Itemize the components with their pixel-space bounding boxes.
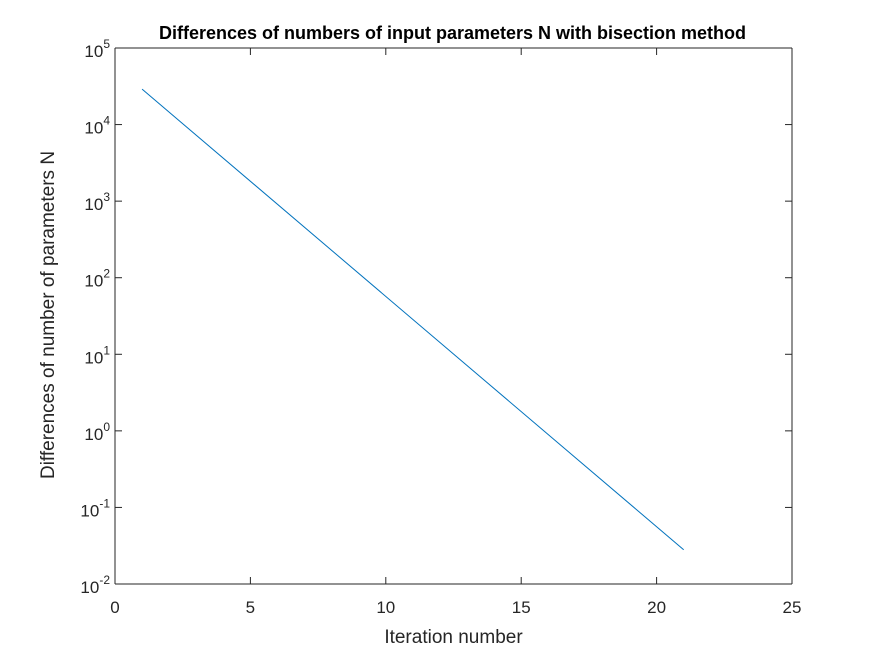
x-tick-label-0: 0 bbox=[110, 598, 119, 617]
y-tick-label-6: 104 bbox=[84, 114, 110, 138]
y-tick-label-5: 103 bbox=[84, 190, 110, 214]
x-tick-label-1: 5 bbox=[246, 598, 255, 617]
x-tick-label-4: 20 bbox=[647, 598, 666, 617]
y-tick-label-3: 101 bbox=[84, 343, 110, 367]
y-tick-labels: 10-2 10-1 100 101 102 103 104 105 bbox=[80, 37, 110, 597]
y-tick-label-2: 100 bbox=[84, 420, 110, 444]
y-tick-label-0: 10-2 bbox=[80, 573, 110, 597]
y-tick-label-1: 10-1 bbox=[80, 496, 110, 520]
chart-title: Differences of numbers of input paramete… bbox=[159, 23, 746, 43]
y-axis-label: Differences of number of parameters N bbox=[38, 151, 59, 479]
x-tick-label-2: 10 bbox=[376, 598, 395, 617]
x-axis-label: Iteration number bbox=[384, 627, 523, 648]
series-line-0 bbox=[141, 88, 685, 551]
series-layer bbox=[141, 88, 685, 551]
axes-layer bbox=[114, 47, 793, 585]
y-tick-label-4: 102 bbox=[84, 267, 110, 291]
x-tick-label-5: 25 bbox=[783, 598, 802, 617]
x-tick-label-3: 15 bbox=[512, 598, 531, 617]
y-tick-label-7: 105 bbox=[84, 37, 110, 61]
x-tick-labels: 0 5 10 15 20 25 bbox=[110, 598, 801, 617]
plot-area bbox=[115, 48, 792, 584]
